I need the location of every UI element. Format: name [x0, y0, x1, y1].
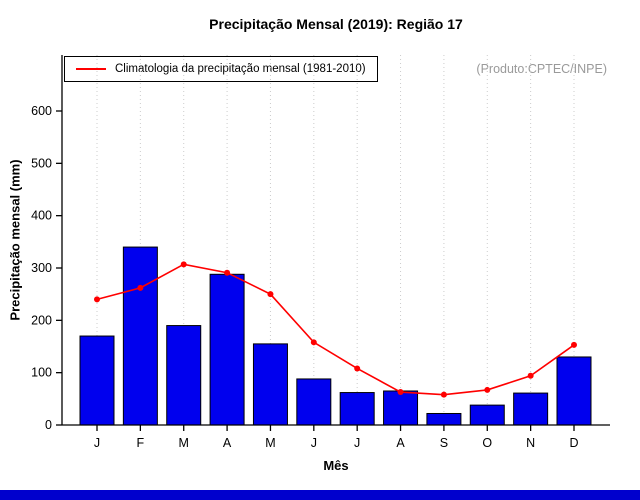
- climatology-point-9: [440, 391, 447, 398]
- climatology-point-7: [354, 365, 361, 372]
- x-tick-label: A: [396, 436, 405, 450]
- y-tick-label: 100: [31, 366, 52, 380]
- climatology-point-5: [267, 291, 274, 298]
- y-tick-label: 200: [31, 313, 52, 327]
- bar-A-8: [383, 390, 419, 426]
- y-tick-label: 300: [31, 261, 52, 275]
- climatology-line: [96, 263, 575, 396]
- x-tick-label: F: [137, 436, 145, 450]
- climatology-point-4: [224, 269, 231, 276]
- climatology-point-8: [397, 389, 404, 396]
- bar-J-7: [339, 392, 375, 426]
- climatology-point-2: [137, 284, 144, 291]
- bar-D-12: [556, 356, 592, 426]
- y-tick-label: 500: [31, 156, 52, 170]
- bar-J-6: [296, 378, 332, 426]
- x-tick-label: A: [223, 436, 232, 450]
- bar-J-1: [79, 335, 115, 426]
- legend: Climatologia da precipitação mensal (198…: [64, 56, 378, 82]
- footer-bar: [0, 490, 640, 500]
- bar-N-11: [513, 392, 549, 426]
- climatology-point-10: [484, 386, 491, 393]
- climatology-point-3: [180, 261, 187, 268]
- bar-S-9: [426, 412, 462, 426]
- bar-M-3: [166, 325, 202, 426]
- x-tick-label: J: [354, 436, 360, 450]
- x-tick-label: S: [440, 436, 448, 450]
- y-tick-label: 400: [31, 209, 52, 223]
- x-tick-label: J: [311, 436, 317, 450]
- chart-title: Precipitação Mensal (2019): Região 17: [209, 16, 463, 32]
- x-tick-label: M: [179, 436, 189, 450]
- x-tick-label: J: [94, 436, 100, 450]
- watermark-text: (Produto:CPTEC/INPE): [476, 62, 607, 76]
- bar-F-2: [122, 246, 158, 426]
- climatology-point-6: [310, 339, 317, 346]
- y-tick-label: 0: [45, 418, 52, 432]
- legend-line-icon: [76, 68, 106, 70]
- climatology-point-1: [94, 296, 100, 303]
- x-tick-label: M: [265, 436, 275, 450]
- climatology-point-12: [571, 341, 577, 348]
- bar-M-5: [252, 343, 288, 426]
- x-tick-label: O: [482, 436, 492, 450]
- legend-label: Climatologia da precipitação mensal (198…: [115, 63, 366, 75]
- bar-A-4: [209, 273, 245, 426]
- y-tick-label: 600: [31, 104, 52, 118]
- x-tick-label: D: [569, 436, 578, 450]
- x-tick-label: N: [526, 436, 535, 450]
- bar-O-10: [469, 404, 505, 426]
- x-axis-title: Mês: [323, 458, 349, 473]
- climatology-point-11: [527, 372, 534, 379]
